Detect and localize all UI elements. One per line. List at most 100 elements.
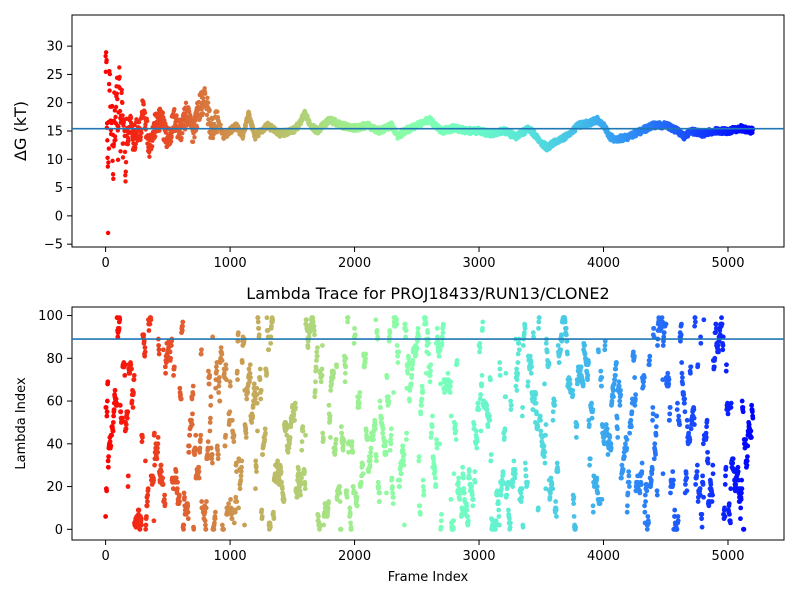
lambda-point xyxy=(556,360,562,365)
lambda-point xyxy=(425,330,431,336)
delta-g-point xyxy=(205,100,211,105)
lambda-point xyxy=(582,351,588,357)
lambda-point xyxy=(255,428,260,434)
lambda-point xyxy=(626,469,632,474)
lambda-point xyxy=(548,490,553,496)
lambda-point xyxy=(541,443,547,449)
lambda-point xyxy=(654,488,660,494)
lambda-point xyxy=(155,441,161,447)
lambda-point xyxy=(611,387,617,393)
lambda-point xyxy=(484,407,490,413)
lambda-point xyxy=(386,394,391,400)
lambda-point xyxy=(682,396,688,402)
lambda-point xyxy=(410,358,416,363)
lambda-point xyxy=(677,422,683,427)
lambda-point xyxy=(131,373,137,378)
lambda-point xyxy=(452,422,458,427)
lambda-point xyxy=(219,351,225,357)
lambda-point xyxy=(342,370,348,376)
lambda-point xyxy=(663,321,669,327)
lambda-point xyxy=(312,332,317,338)
lambda-point xyxy=(633,392,639,398)
lambda-point xyxy=(379,415,385,421)
lambda-point xyxy=(512,475,518,481)
lambda-point xyxy=(642,509,648,515)
lambda-point xyxy=(374,458,379,464)
lambda-point xyxy=(488,452,494,457)
lambda-point xyxy=(414,345,420,351)
lambda-point xyxy=(212,509,218,515)
lambda-point xyxy=(300,428,306,434)
lambda-point xyxy=(570,387,576,393)
lambda-point xyxy=(423,315,428,321)
lambda-point xyxy=(574,422,580,427)
lambda-point xyxy=(473,428,479,434)
lambda-point xyxy=(542,381,547,387)
lambda-point xyxy=(682,409,688,415)
lambda-point xyxy=(127,370,133,376)
lambda-point xyxy=(124,415,130,421)
lambda-point xyxy=(470,496,476,502)
lambda-point xyxy=(457,496,463,502)
lambda-point xyxy=(311,323,317,329)
lambda-point xyxy=(611,381,617,387)
lambda-point xyxy=(564,332,569,338)
lambda-point xyxy=(131,377,137,383)
lambda-point xyxy=(497,360,503,365)
lambda-point xyxy=(396,349,402,355)
delta-g-y-tick-label: 25 xyxy=(46,68,63,83)
lambda-point xyxy=(430,413,435,419)
lambda-point xyxy=(313,379,318,385)
lambda-point xyxy=(328,434,333,440)
lambda-point xyxy=(198,437,203,442)
lambda-point xyxy=(536,319,542,325)
lambda-point xyxy=(683,471,689,477)
lambda-point xyxy=(587,462,592,468)
lambda-point xyxy=(590,509,596,515)
lambda-point xyxy=(208,402,214,408)
delta-g-point xyxy=(113,114,118,120)
lambda-point xyxy=(178,396,184,402)
lambda-point xyxy=(389,475,395,481)
delta-g-point xyxy=(200,111,206,116)
delta-g-point xyxy=(112,108,118,113)
lambda-point xyxy=(484,402,490,408)
delta-g-point xyxy=(103,69,109,75)
lambda-point xyxy=(426,340,431,346)
delta-g-point xyxy=(128,115,134,121)
lambda-point xyxy=(151,518,157,524)
lambda-point xyxy=(357,394,362,400)
lambda-point xyxy=(196,464,202,470)
lambda-point xyxy=(538,428,544,434)
delta-g-point xyxy=(115,96,120,102)
delta-g-point xyxy=(169,134,174,139)
lambda-point xyxy=(197,445,203,451)
lambda-point xyxy=(429,430,434,436)
lambda-point xyxy=(212,520,217,526)
lambda-point xyxy=(136,507,142,513)
lambda-point xyxy=(436,353,442,359)
lambda-point xyxy=(668,490,673,496)
lambda-point xyxy=(395,353,401,359)
lambda-point xyxy=(328,387,334,393)
lambda-point xyxy=(642,503,647,509)
lambda-point xyxy=(626,479,632,485)
lambda-point xyxy=(142,353,148,359)
lambda-point xyxy=(187,432,193,438)
lambda-point xyxy=(231,520,237,526)
lambda-point xyxy=(624,437,630,442)
delta-g-point xyxy=(215,109,220,114)
lambda-point xyxy=(618,392,624,398)
lambda-point xyxy=(660,471,666,477)
lambda-point xyxy=(542,460,548,466)
lambda-point xyxy=(156,347,162,353)
lambda-point xyxy=(207,420,213,425)
delta-g-point xyxy=(106,81,112,87)
lambda-point xyxy=(629,409,635,415)
lambda-point xyxy=(254,385,260,391)
delta-g-point xyxy=(119,87,124,93)
lambda-point xyxy=(231,432,237,438)
lambda-point xyxy=(460,464,466,470)
lambda-point xyxy=(154,445,160,451)
lambda-point xyxy=(515,351,521,357)
